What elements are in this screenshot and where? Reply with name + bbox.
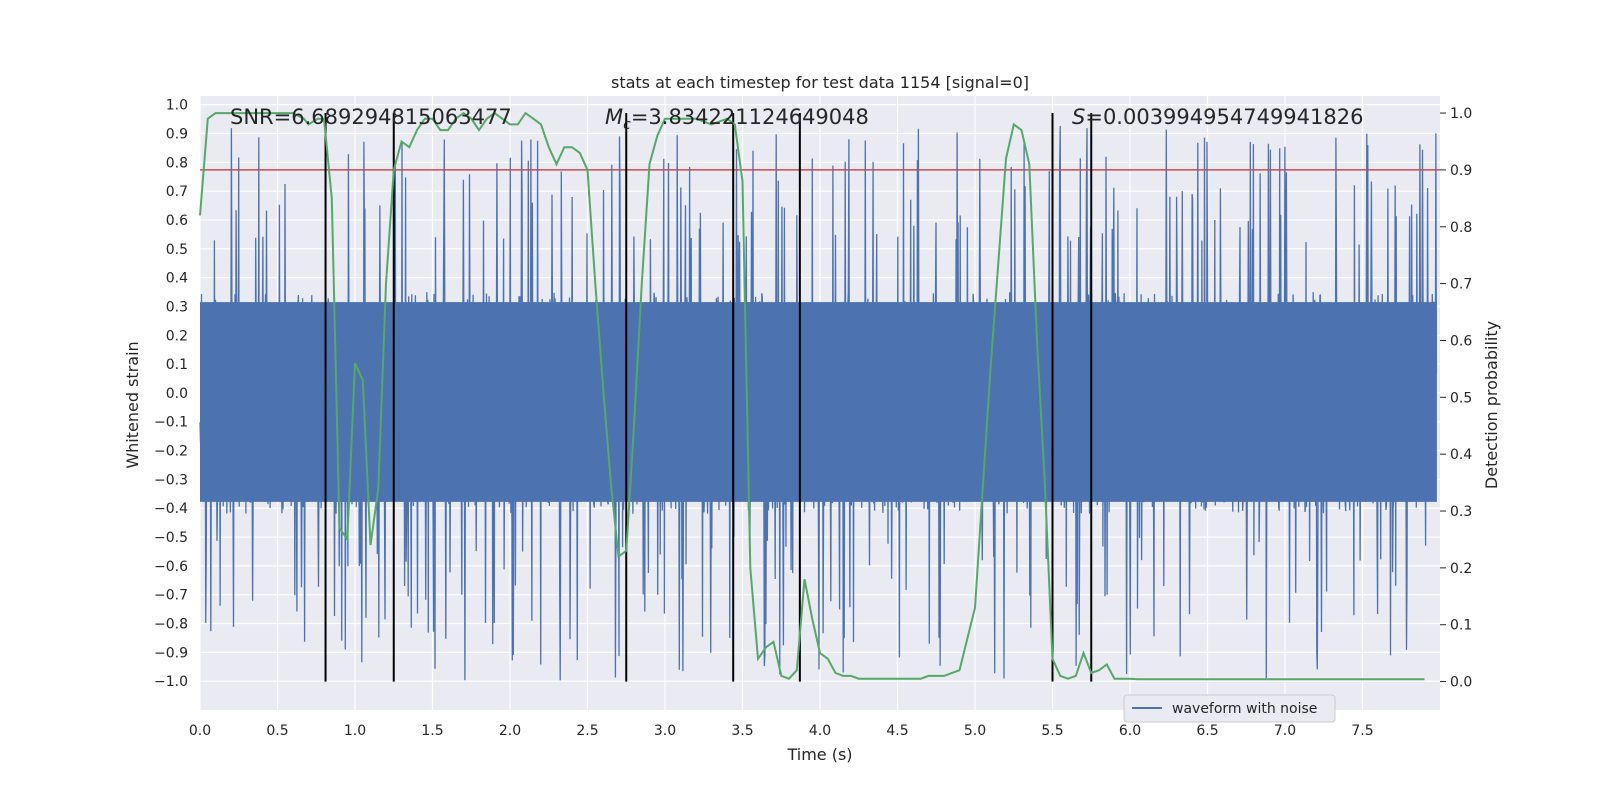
- y2-tick-label: 0.7: [1450, 277, 1472, 293]
- x-tick-label: 3.5: [731, 723, 753, 739]
- y-tick-label: 0.7: [166, 184, 188, 200]
- waveform-series: [199, 125, 1438, 681]
- y2-tick-labels: 0.0 0.1 0.2 0.3 0.4 0.5 0.6 0.7 0.8 0.9 1.0: [1440, 106, 1472, 691]
- x-tick-label: 6.5: [1196, 723, 1218, 739]
- x-tick-label: 4.0: [809, 723, 831, 739]
- y-tick-label: −0.9: [154, 645, 188, 661]
- y-tick-label: 0.4: [166, 271, 188, 287]
- y2-tick-label: 0.9: [1450, 163, 1472, 179]
- detection-probability-series: [199, 111, 1425, 681]
- y2-tick-label: 1.0: [1450, 106, 1472, 122]
- chirp-mass-symbol: M: [605, 105, 623, 129]
- y2-axis-label: Detection probability: [1482, 321, 1501, 489]
- y-tick-label: −1.0: [154, 674, 188, 690]
- y2-tick-label: 0.6: [1450, 333, 1472, 349]
- y-tick-label: 0.9: [166, 126, 188, 142]
- y-tick-labels: −1.0 −0.9 −0.8 −0.7 −0.6 −0.5 −0.4 −0.3 −0.2 −0.1…: [154, 98, 188, 691]
- legend-entry: waveform with noise: [1172, 701, 1317, 717]
- x-axis-label: Time (s): [786, 745, 852, 764]
- y-tick-label: −0.4: [154, 501, 188, 517]
- y-tick-label: 0.0: [166, 386, 188, 402]
- x-tick-label: 4.5: [886, 723, 908, 739]
- x-tick-label: 1.0: [344, 723, 366, 739]
- x-tick-label: 6.0: [1119, 723, 1141, 739]
- chirp-mass-annotation: Mc=3.834221124649048: [605, 105, 869, 133]
- y2-tick-label: 0.3: [1450, 504, 1472, 520]
- x-tick-labels: 0.0 0.5 1.0 1.5 2.0 2.5 3.0 3.5 4.0 4.5 5.0 5.5 6.0 6…: [189, 723, 1374, 739]
- x-tick-label: 0.5: [266, 723, 288, 739]
- waveform-core: [200, 302, 1437, 502]
- chirp-mass-value: =3.834221124649048: [631, 105, 869, 129]
- y-tick-label: 0.1: [166, 357, 188, 373]
- y-tick-label: −0.1: [154, 415, 188, 431]
- s-symbol: S: [1072, 105, 1085, 129]
- s-value: =0.003994954749941826: [1085, 105, 1363, 129]
- y2-tick-label: 0.0: [1450, 675, 1472, 691]
- detection-probability-line: [199, 111, 1425, 681]
- y-tick-label: 1.0: [166, 98, 188, 114]
- x-tick-label: 2.5: [576, 723, 598, 739]
- y2-tick-label: 0.5: [1450, 390, 1472, 406]
- y-tick-label: −0.6: [154, 559, 188, 575]
- y-tick-label: −0.7: [154, 588, 188, 604]
- chart-title: stats at each timestep for test data 115…: [611, 73, 1029, 92]
- y-tick-label: 0.2: [166, 328, 188, 344]
- y2-tick-label: 0.1: [1450, 618, 1472, 634]
- y-tick-label: 0.5: [166, 242, 188, 258]
- x-tick-label: 7.5: [1351, 723, 1373, 739]
- x-tick-label: 7.0: [1274, 723, 1296, 739]
- x-tick-label: 5.5: [1041, 723, 1063, 739]
- x-tick-label: 3.0: [654, 723, 676, 739]
- y-tick-label: −0.2: [154, 444, 188, 460]
- event-markers: [324, 113, 1093, 682]
- y-tick-label: 0.6: [166, 213, 188, 229]
- legend: waveform with noise: [1123, 694, 1336, 723]
- y2-tick-label: 0.8: [1450, 220, 1472, 236]
- y-axis-label: Whitened strain: [123, 341, 142, 468]
- x-tick-label: 0.0: [189, 723, 211, 739]
- y-tick-label: 0.3: [166, 299, 188, 315]
- x-tick-label: 2.0: [499, 723, 521, 739]
- snr-annotation: SNR=6.689294815063477: [230, 105, 512, 129]
- x-tick-label: 5.0: [964, 723, 986, 739]
- y2-tick-label: 0.2: [1450, 561, 1472, 577]
- chirp-mass-subscript: c: [623, 117, 631, 133]
- s-annotation: S=0.003994954749941826: [1072, 105, 1363, 129]
- y-tick-label: −0.3: [154, 472, 188, 488]
- y-tick-label: −0.8: [154, 617, 188, 633]
- y-tick-label: −0.5: [154, 530, 188, 546]
- y2-tick-label: 0.4: [1450, 447, 1472, 463]
- x-tick-label: 1.5: [421, 723, 443, 739]
- legend-box: [1123, 694, 1336, 723]
- y-tick-label: 0.8: [166, 155, 188, 171]
